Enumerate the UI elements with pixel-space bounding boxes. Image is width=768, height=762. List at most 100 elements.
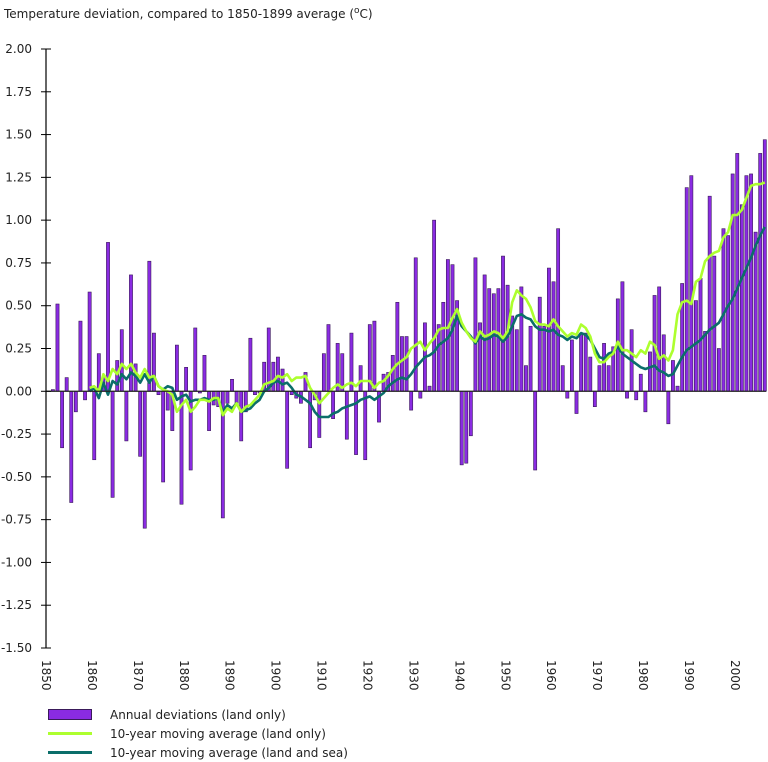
- legend-item-annual: Annual deviations (land only): [48, 705, 348, 724]
- bar: [496, 288, 501, 392]
- x-tick-label: 1890: [223, 660, 237, 691]
- bar-series: [50, 139, 767, 529]
- bar: [528, 325, 533, 392]
- legend-swatch-line-land-sea: [48, 751, 92, 754]
- bar: [165, 390, 170, 411]
- bar: [239, 390, 244, 442]
- bar: [119, 329, 124, 392]
- bar: [689, 175, 694, 392]
- bar: [551, 281, 556, 392]
- bar: [106, 242, 110, 392]
- bar: [354, 390, 358, 455]
- y-tick-label: 0.00: [5, 384, 32, 398]
- y-tick-label: 1.25: [5, 170, 32, 184]
- y-tick-label: -1.50: [1, 641, 32, 655]
- bar: [698, 278, 703, 392]
- legend-item-land-sea: 10-year moving average (land and sea): [48, 743, 348, 762]
- y-tick-label: 0.75: [5, 256, 32, 270]
- chart-plot: 2.00 1.75 1.50 1.25 1.00 0.75 0.50 0.25 0.00 -0.2…: [1, 42, 767, 691]
- bar: [115, 360, 120, 392]
- bar: [657, 286, 662, 392]
- y-tick-label: 1.50: [5, 128, 32, 142]
- bar: [574, 390, 579, 414]
- bar: [271, 361, 276, 392]
- bar: [138, 390, 143, 457]
- bar: [753, 231, 758, 392]
- bar: [184, 367, 188, 392]
- bar: [648, 351, 652, 392]
- bar: [441, 301, 446, 392]
- x-tick-label: 1900: [269, 660, 283, 691]
- y-tick-label: -0.50: [1, 470, 32, 484]
- bar: [152, 332, 156, 392]
- bar: [363, 390, 368, 461]
- bar: [285, 390, 290, 469]
- bar: [400, 336, 404, 392]
- bar: [707, 195, 712, 392]
- bar: [358, 365, 363, 392]
- bar: [749, 173, 753, 392]
- x-tick-label: 1990: [682, 660, 696, 691]
- bar: [638, 373, 643, 392]
- bar: [634, 390, 639, 401]
- bar: [436, 324, 441, 392]
- x-tick-label: 1940: [452, 660, 466, 691]
- bar: [110, 390, 115, 498]
- bar: [464, 390, 469, 464]
- x-tick-label: 1860: [85, 660, 99, 691]
- bar: [326, 324, 331, 392]
- legend-label: 10-year moving average (land only): [110, 726, 326, 741]
- x-tick-label: 1920: [361, 660, 375, 691]
- bar: [161, 390, 166, 483]
- bar: [64, 377, 69, 392]
- bar: [418, 390, 423, 399]
- x-tick-label: 1850: [39, 660, 53, 691]
- legend-label: Annual deviations (land only): [110, 707, 286, 722]
- bar: [675, 385, 680, 392]
- bar: [703, 331, 707, 392]
- axes: 2.00 1.75 1.50 1.25 1.00 0.75 0.50 0.25 0.00 -0.2…: [1, 42, 766, 691]
- bar: [60, 390, 64, 449]
- chart-title-text: Temperature deviation, compared to 1850-…: [4, 7, 355, 21]
- line-series: [88, 181, 766, 419]
- bar: [276, 356, 280, 392]
- bar: [739, 204, 744, 392]
- bar: [344, 390, 349, 440]
- bar: [124, 390, 129, 442]
- bar: [87, 291, 92, 392]
- bar: [597, 365, 602, 392]
- bar: [542, 325, 547, 392]
- bar: [716, 348, 721, 392]
- bar: [230, 379, 234, 392]
- bar: [712, 255, 717, 392]
- y-tick-label: -0.75: [1, 513, 32, 527]
- bar: [473, 257, 478, 392]
- x-tick-label: 1950: [498, 660, 512, 691]
- bar: [427, 385, 432, 392]
- x-tick-label: 1980: [636, 660, 650, 691]
- bar: [501, 255, 505, 392]
- bar: [73, 390, 78, 413]
- bar: [175, 344, 179, 392]
- bar: [762, 139, 767, 392]
- bar: [533, 390, 538, 471]
- bar: [666, 390, 671, 425]
- legend-item-land-only: 10-year moving average (land only): [48, 724, 348, 743]
- bar: [588, 356, 593, 392]
- bar: [248, 337, 253, 392]
- x-tick-label: 1970: [590, 660, 604, 691]
- bar: [390, 355, 395, 392]
- bar: [758, 153, 763, 392]
- bar: [55, 303, 60, 392]
- legend-swatch-bar: [48, 709, 92, 720]
- x-tick-label: 1960: [544, 660, 558, 691]
- bar: [592, 390, 597, 407]
- bar: [188, 390, 193, 471]
- bar: [524, 365, 528, 392]
- x-tick-label: 1880: [177, 660, 191, 691]
- x-tick-label: 1930: [406, 660, 420, 691]
- bar: [661, 334, 666, 392]
- bar: [468, 390, 473, 437]
- bar: [565, 390, 570, 399]
- bar: [202, 355, 207, 392]
